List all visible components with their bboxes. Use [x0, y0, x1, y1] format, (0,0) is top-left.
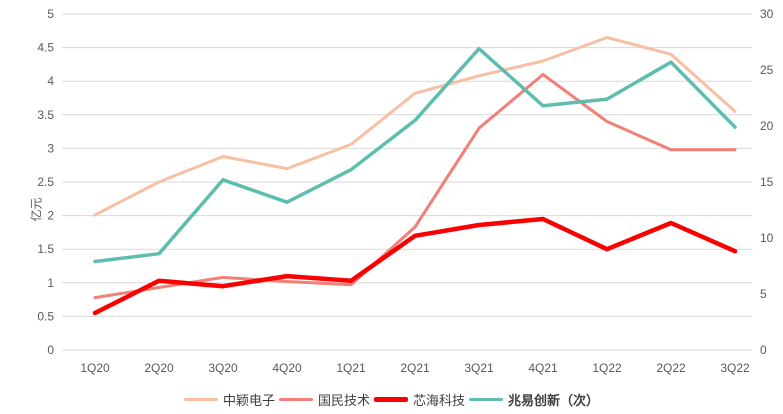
legend-line-swatch [469, 397, 504, 402]
y-axis-title: 亿元 [29, 197, 44, 222]
y-axis-tick-label-left: 0.5 [37, 309, 54, 323]
legend-line-swatch [278, 398, 313, 401]
legend-label: 中颖电子 [222, 393, 275, 408]
y-axis-tick-label-right: 5 [760, 287, 767, 301]
y-axis-tick-label-left: 4 [47, 74, 54, 88]
x-axis-tick-label: 2Q21 [400, 361, 430, 375]
legend-label: 国民技术 [317, 393, 370, 408]
x-axis-tick-label: 1Q20 [80, 361, 110, 375]
legend-line-swatch [374, 397, 408, 402]
y-axis-tick-label-left: 0 [47, 343, 54, 357]
y-axis-tick-label-left: 1.5 [37, 242, 54, 256]
legend-item-国民技术[interactable]: 国民技术 [278, 390, 370, 409]
y-axis-tick-label-right: 10 [760, 231, 774, 245]
line-chart: 0 0.5 1 1.5 2 2.5 3 3.5 4 4.5 5 0 5 10 15 20 25 30 1Q20 2Q2… [37, 7, 774, 375]
legend-item-芯海科技[interactable]: 芯海科技 [374, 390, 465, 409]
series-line-中颖电子 [93, 36, 737, 217]
series-line-芯海科技 [92, 216, 738, 316]
legend-label: 芯海科技 [413, 393, 466, 408]
x-axis-tick-label: 1Q21 [336, 361, 366, 375]
y-axis-tick-label-right: 0 [760, 343, 767, 357]
y-axis-tick-label-left: 3.5 [37, 108, 54, 122]
chart-legend: 中颖电子 国民技术 芯海科技 兆易创新（次） [0, 390, 783, 409]
x-axis-tick-label: 2Q22 [656, 361, 686, 375]
legend-item-兆易创新（次）[interactable]: 兆易创新（次） [469, 390, 599, 409]
y-axis-tick-label-left: 1 [47, 276, 54, 290]
y-axis-tick-label-right: 15 [760, 175, 774, 189]
legend-label: 兆易创新（次） [508, 393, 600, 408]
y-axis-tick-label-right: 30 [760, 7, 774, 21]
x-axis-tick-label: 3Q22 [720, 361, 750, 375]
x-axis-tick-label: 3Q21 [464, 361, 494, 375]
y-axis-tick-label-left: 5 [47, 7, 54, 21]
x-axis-tick-label: 2Q20 [144, 361, 174, 375]
x-axis-tick-label: 4Q21 [528, 361, 558, 375]
x-axis-tick-label: 1Q22 [592, 361, 622, 375]
y-axis-tick-label-left: 4.5 [37, 41, 54, 55]
x-axis-tick-label: 4Q20 [272, 361, 302, 375]
series-line-兆易创新（次） [93, 46, 737, 264]
y-axis-tick-label-left: 3 [47, 141, 54, 155]
legend-item-中颖电子[interactable]: 中颖电子 [183, 390, 275, 409]
y-axis-tick-label-right: 25 [760, 63, 774, 77]
legend-line-swatch [183, 398, 218, 401]
y-axis-tick-label-right: 20 [760, 119, 774, 133]
y-axis-tick-label-left: 2.5 [37, 175, 54, 189]
x-axis-tick-label: 3Q20 [208, 361, 238, 375]
y-axis-tick-label-left: 2 [47, 209, 54, 223]
series-line-国民技术 [93, 73, 737, 300]
